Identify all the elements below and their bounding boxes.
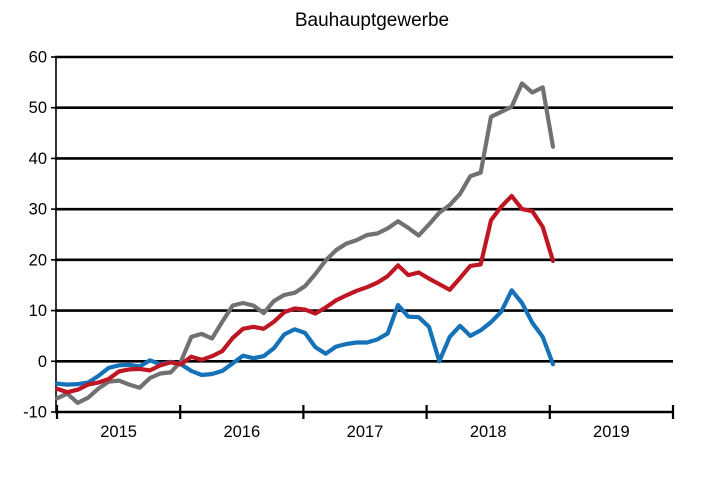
x-axis-label-2017: 2017	[347, 423, 384, 441]
x-axis-label-2019: 2019	[593, 423, 630, 441]
chart-title: Bauhauptgewerbe	[294, 10, 450, 31]
y-axis-label-60: 60	[29, 49, 47, 67]
x-axis-label-2018: 2018	[470, 423, 507, 441]
x-axis-label-2016: 2016	[223, 423, 260, 441]
series-blue-line	[54, 288, 556, 387]
y-axis-label-0: 0	[38, 353, 47, 371]
y-axis-label--10: -10	[23, 404, 47, 422]
y-axis-label-20: 20	[29, 251, 47, 269]
y-axis-label-40: 40	[29, 150, 47, 168]
y-axis-label-10: 10	[29, 302, 47, 320]
x-axis-label-2015: 2015	[100, 423, 137, 441]
y-axis-label-30: 30	[29, 201, 47, 219]
series-gray-line	[54, 81, 556, 405]
y-axis-label-50: 50	[29, 99, 47, 117]
series-red-line	[54, 193, 556, 395]
